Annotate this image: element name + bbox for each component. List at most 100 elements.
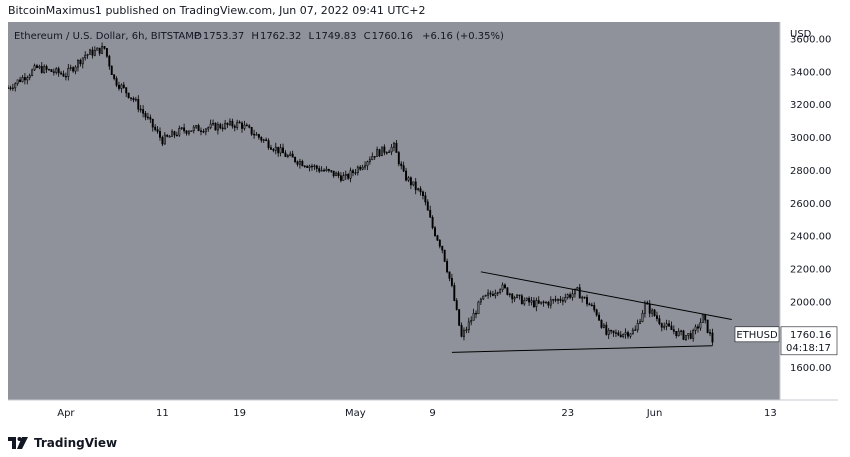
candle (431, 215, 434, 230)
candle (60, 70, 63, 76)
candle (479, 297, 482, 305)
candle (9, 85, 12, 91)
candle-body (79, 60, 82, 65)
candle-body (576, 287, 579, 290)
candle-body (588, 303, 591, 306)
candle-body (166, 134, 169, 137)
candle (704, 313, 707, 324)
candle (110, 65, 113, 76)
candle (569, 292, 572, 300)
candle-body (347, 174, 350, 179)
candle (491, 290, 494, 297)
candle-body (697, 326, 699, 329)
candle-body (118, 84, 120, 89)
candle (506, 287, 509, 296)
candle-body (641, 312, 644, 323)
footer-branding[interactable]: TradingView (8, 433, 117, 453)
candle-body (74, 66, 77, 72)
candle (378, 148, 381, 158)
candle (28, 73, 31, 81)
candle-body (612, 330, 615, 334)
time-tick-label: 9 (429, 408, 435, 419)
candle (45, 64, 48, 73)
time-tick-label: Jun (646, 408, 663, 419)
candle (238, 120, 241, 124)
candle-body (424, 195, 427, 203)
candle-body (421, 191, 424, 197)
price-tag-value: 1760.16 (790, 330, 831, 341)
candle-body (163, 134, 166, 145)
candle (489, 290, 492, 298)
candle-body (397, 152, 400, 165)
candle (547, 300, 550, 309)
candle-body (168, 136, 171, 138)
candle (699, 318, 702, 331)
price-chart[interactable]: USD1600.001800.002000.002200.002400.0026… (8, 22, 838, 429)
candle (634, 325, 637, 331)
candle (405, 167, 408, 182)
candle-body (595, 309, 598, 316)
footer-brand: TradingView (34, 436, 118, 450)
candle (344, 170, 347, 180)
candle-body (402, 165, 405, 172)
candle-body (617, 332, 620, 336)
candle-body (313, 165, 316, 167)
candle-body (262, 139, 265, 141)
candle (115, 76, 118, 88)
candle (368, 156, 371, 165)
candle-body (50, 69, 53, 73)
candle-body (248, 125, 251, 128)
candle (236, 119, 239, 130)
candle (335, 171, 338, 177)
candle-body (228, 120, 231, 125)
candle-body (458, 309, 461, 326)
tradingview-logo-icon (8, 437, 28, 449)
candle-body (663, 325, 666, 328)
candle (487, 289, 490, 299)
candle (127, 92, 130, 99)
candle (412, 181, 415, 187)
candle (540, 301, 543, 305)
candle-body (450, 277, 453, 286)
candle (532, 297, 535, 309)
candle (600, 319, 603, 329)
candle-body (105, 48, 108, 57)
candle-body (680, 330, 683, 332)
candle-body (552, 299, 555, 301)
candle-body (687, 333, 690, 336)
candle (248, 124, 251, 129)
candle-body (378, 149, 381, 157)
candle-body (84, 54, 87, 59)
candle (284, 150, 287, 157)
candle (446, 258, 449, 274)
symbol-title[interactable]: Ethereum / U.S. Dollar, 6h, BITSTAMP (14, 31, 200, 42)
candle (294, 156, 297, 164)
candle (627, 330, 629, 339)
candle (472, 308, 475, 321)
high-label: H (251, 31, 259, 42)
candle-body (583, 296, 586, 299)
candle (588, 302, 591, 306)
candle-body (455, 300, 458, 310)
candle (371, 152, 374, 161)
candle-body (417, 188, 420, 191)
candle-body (525, 297, 528, 301)
candle-body (125, 87, 128, 94)
candle (528, 296, 531, 306)
candle (103, 46, 106, 50)
candle-body (371, 156, 374, 161)
candle-body (441, 245, 444, 251)
candle (393, 141, 395, 152)
candle-body (318, 168, 321, 172)
low-label: L (309, 31, 315, 42)
candle (504, 283, 506, 290)
time-axis[interactable]: Apr 11 19 May 9 23 Jun 13 (8, 399, 838, 429)
candle-body (438, 239, 441, 247)
candle (282, 143, 284, 154)
candle-body (265, 139, 268, 141)
candle (581, 295, 584, 303)
candle (586, 294, 588, 307)
candle-body (149, 117, 152, 120)
candle-body (57, 68, 60, 74)
publisher-name[interactable]: BitcoinMaximus1 (8, 4, 102, 17)
